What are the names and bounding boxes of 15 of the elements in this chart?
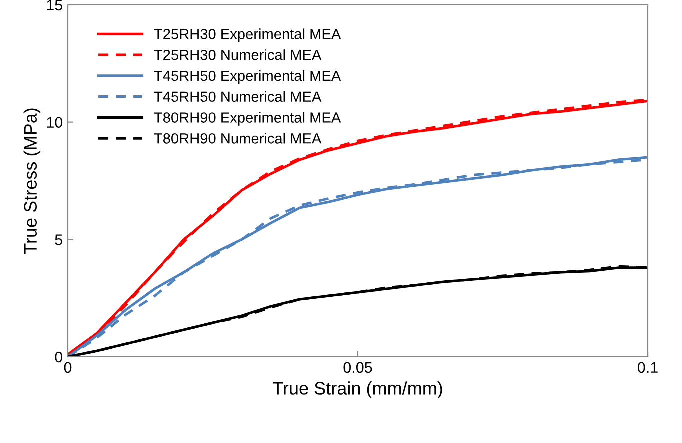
legend-label: T80RH90 Numerical MEA <box>154 133 322 144</box>
y-axis-title: True Stress (MPa) <box>24 108 41 254</box>
x-tick-label: 0 <box>64 362 72 374</box>
legend-label: T45RH50 Numerical MEA <box>154 91 322 102</box>
legend-label: T45RH50 Experimental MEA <box>154 70 342 84</box>
x-tick-label: 0.05 <box>344 362 372 374</box>
y-tick-label: 15 <box>47 0 62 11</box>
y-tick-label: 5 <box>55 234 62 246</box>
y-tick-label: 0 <box>55 352 63 363</box>
y-tick-label: 10 <box>47 117 63 128</box>
legend-label: T25RH30 Numerical MEA <box>154 50 322 60</box>
legend-label: T25RH30 Experimental MEA <box>154 28 342 42</box>
x-axis-title: True Strain (mm/mm) <box>272 382 442 398</box>
legend-label: T80RH90 Experimental MEA <box>154 112 342 126</box>
x-tick-label: 0.1 <box>638 362 658 374</box>
